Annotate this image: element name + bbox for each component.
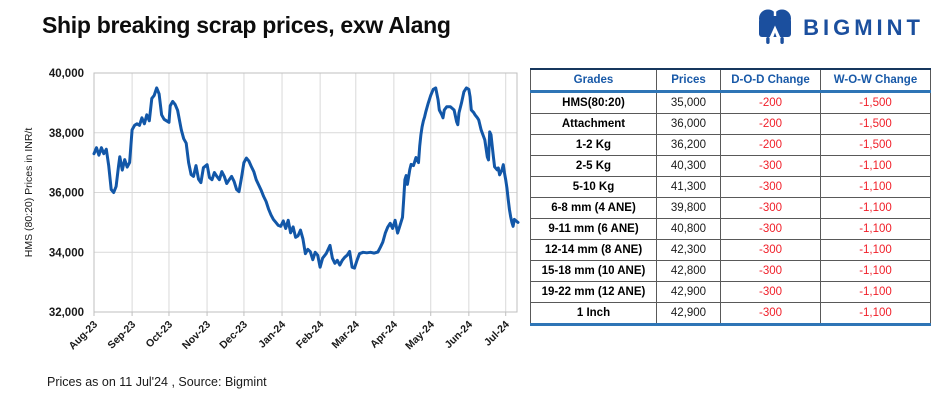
dod-change-cell: -300 — [720, 218, 821, 240]
x-tick-label: Jun-24 — [443, 319, 476, 352]
y-tick-label: 34,000 — [49, 247, 84, 259]
dod-change-cell: -200 — [720, 134, 821, 156]
grade-cell: HMS(80:20) — [530, 91, 657, 114]
grade-cell: 1 Inch — [530, 302, 657, 325]
grade-cell: 5-10 Kg — [530, 176, 657, 198]
y-tick-label: 38,000 — [49, 128, 84, 140]
y-tick-label: 32,000 — [49, 307, 84, 319]
table-row: 2-5 Kg 40,300 -300 -1,100 — [530, 155, 931, 177]
column-header: Grades — [530, 69, 657, 93]
wow-change-cell: -1,100 — [820, 302, 931, 325]
price-line — [92, 86, 520, 270]
prices-table-header: Grades Prices D-O-D Change W-O-W Change — [530, 69, 931, 93]
bigmint-wordmark: BIGMINT — [803, 15, 924, 40]
footer-note: Prices as on 11 Jul'24 , Source: Bigmint — [47, 375, 267, 389]
page-title: Ship breaking scrap prices, exw Alang — [42, 12, 451, 38]
x-tick-label: Feb-24 — [294, 319, 327, 352]
price-chart: Aug-23 Sep-23 Oct-23 Nov-23 Dec-23 Jan-24 Feb-… — [20, 58, 530, 368]
dod-change-cell: -300 — [720, 302, 821, 325]
y-tick-label: 36,000 — [49, 188, 84, 200]
table-row: 1-2 Kg 36,200 -200 -1,500 — [530, 134, 931, 156]
wow-change-cell: -1,500 — [820, 91, 931, 114]
x-tick-label: Jan-24 — [256, 319, 288, 351]
bigmint-mark-icon — [759, 7, 792, 44]
x-tick-label: Nov-23 — [180, 319, 213, 352]
table-row: HMS(80:20) 35,000 -200 -1,500 — [530, 91, 931, 114]
column-header: D-O-D Change — [720, 69, 821, 93]
grade-cell: 12-14 mm (8 ANE) — [530, 239, 657, 261]
table-row: Attachment 36,000 -200 -1,500 — [530, 113, 931, 135]
grade-cell: 9-11 mm (6 ANE) — [530, 218, 657, 240]
table-row: 9-11 mm (6 ANE) 40,800 -300 -1,100 — [530, 218, 931, 240]
table-row: 5-10 Kg 41,300 -300 -1,100 — [530, 176, 931, 198]
price-cell: 42,900 — [656, 281, 721, 303]
price-cell: 42,900 — [656, 302, 721, 325]
price-cell: 40,800 — [656, 218, 721, 240]
x-tick-label: May-24 — [403, 319, 437, 353]
x-tick-label: Jul-24 — [482, 319, 512, 349]
prices-table: Grades Prices D-O-D Change W-O-W Change HMS… — [530, 68, 931, 326]
price-cell: 36,200 — [656, 134, 721, 156]
x-tick-label: Oct-23 — [143, 319, 175, 351]
grade-cell: Attachment — [530, 113, 657, 135]
bigmint-logo: BIGMINT — [755, 7, 924, 49]
price-chart-svg: Aug-23 Sep-23 Oct-23 Nov-23 Dec-23 Jan-24 Feb-… — [23, 68, 520, 353]
dod-change-cell: -300 — [720, 260, 821, 282]
header-row: Grades Prices D-O-D Change W-O-W Change — [530, 69, 931, 93]
wow-change-cell: -1,100 — [820, 176, 931, 198]
dod-change-cell: -300 — [720, 176, 821, 198]
wow-change-cell: -1,100 — [820, 218, 931, 240]
price-cell: 36,000 — [656, 113, 721, 135]
price-cell: 35,000 — [656, 91, 721, 114]
table-row: 12-14 mm (8 ANE) 42,300 -300 -1,100 — [530, 239, 931, 261]
price-cell: 42,300 — [656, 239, 721, 261]
x-tick-label: Apr-24 — [368, 319, 400, 351]
price-cell: 42,800 — [656, 260, 721, 282]
y-tick-label: 40,000 — [49, 68, 84, 80]
wow-change-cell: -1,100 — [820, 197, 931, 219]
grade-cell: 1-2 Kg — [530, 134, 657, 156]
dod-change-cell: -300 — [720, 155, 821, 177]
wow-change-cell: -1,100 — [820, 155, 931, 177]
column-header: W-O-W Change — [820, 69, 931, 93]
dod-change-cell: -300 — [720, 281, 821, 303]
x-tick-label: Aug-23 — [66, 319, 100, 353]
table-row: 1 Inch 42,900 -300 -1,100 — [530, 302, 931, 325]
plot-border — [93, 72, 518, 313]
dod-change-cell: -300 — [720, 197, 821, 219]
x-tick-label: Dec-23 — [217, 319, 250, 352]
dod-change-cell: -300 — [720, 239, 821, 261]
table-row: 6-8 mm (4 ANE) 39,800 -300 -1,100 — [530, 197, 931, 219]
grade-cell: 19-22 mm (12 ANE) — [530, 281, 657, 303]
dod-change-cell: -200 — [720, 113, 821, 135]
y-axis-title: HMS (80:20) Prices in INR/t — [23, 128, 35, 258]
wow-change-cell: -1,100 — [820, 239, 931, 261]
wow-change-cell: -1,100 — [820, 260, 931, 282]
table-row: 19-22 mm (12 ANE) 42,900 -300 -1,100 — [530, 281, 931, 303]
prices-table-body: HMS(80:20) 35,000 -200 -1,500 Attachment 36,0… — [530, 91, 931, 325]
wow-change-cell: -1,500 — [820, 134, 931, 156]
dod-change-cell: -200 — [720, 91, 821, 114]
wow-change-cell: -1,500 — [820, 113, 931, 135]
price-cell: 41,300 — [656, 176, 721, 198]
grade-cell: 2-5 Kg — [530, 155, 657, 177]
column-header: Prices — [656, 69, 721, 93]
grade-cell: 15-18 mm (10 ANE) — [530, 260, 657, 282]
table-row: 15-18 mm (10 ANE) 42,800 -300 -1,100 — [530, 260, 931, 282]
grade-cell: 6-8 mm (4 ANE) — [530, 197, 657, 219]
x-tick-label: Mar-24 — [329, 319, 362, 352]
x-tick-label: Sep-23 — [105, 319, 138, 352]
price-cell: 40,300 — [656, 155, 721, 177]
price-cell: 39,800 — [656, 197, 721, 219]
wow-change-cell: -1,100 — [820, 281, 931, 303]
